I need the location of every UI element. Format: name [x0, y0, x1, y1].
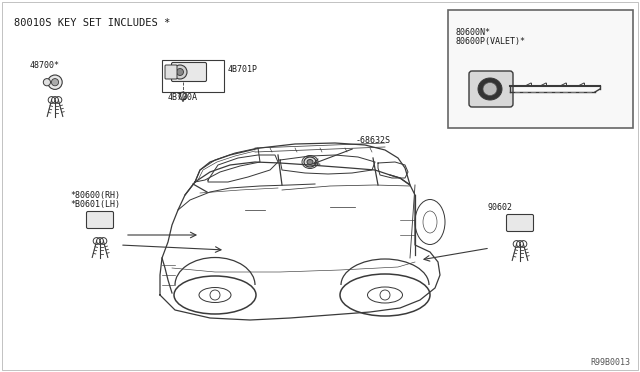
Text: 4B701P: 4B701P [228, 65, 258, 74]
FancyBboxPatch shape [86, 212, 113, 228]
Circle shape [44, 78, 51, 86]
Ellipse shape [478, 78, 502, 100]
Ellipse shape [93, 215, 107, 225]
Circle shape [516, 219, 524, 227]
Circle shape [96, 216, 104, 224]
FancyBboxPatch shape [506, 215, 534, 231]
Circle shape [48, 75, 62, 89]
Text: 4B700A: 4B700A [168, 93, 198, 102]
Ellipse shape [513, 218, 527, 228]
Text: *80600(RH): *80600(RH) [70, 191, 120, 200]
Circle shape [380, 290, 390, 300]
FancyBboxPatch shape [165, 65, 177, 79]
Text: 80600N*: 80600N* [456, 28, 491, 37]
Text: -68632S: -68632S [356, 136, 391, 145]
Bar [448, 10, 633, 128]
Text: 80010S KEY SET INCLUDES *: 80010S KEY SET INCLUDES * [14, 18, 170, 28]
Circle shape [173, 65, 187, 79]
FancyBboxPatch shape [172, 62, 207, 81]
Text: R99B0013: R99B0013 [590, 358, 630, 367]
Text: 90602: 90602 [488, 203, 513, 212]
Circle shape [179, 92, 187, 100]
Text: 48700*: 48700* [30, 61, 60, 70]
Ellipse shape [483, 83, 497, 96]
Text: *B0601(LH): *B0601(LH) [70, 200, 120, 209]
Ellipse shape [304, 157, 316, 167]
Circle shape [177, 68, 184, 76]
Circle shape [51, 78, 59, 86]
Circle shape [210, 290, 220, 300]
Ellipse shape [307, 160, 313, 164]
Text: 80600P(VALET)*: 80600P(VALET)* [456, 37, 526, 46]
Bar [162, 60, 224, 92]
FancyBboxPatch shape [469, 71, 513, 107]
